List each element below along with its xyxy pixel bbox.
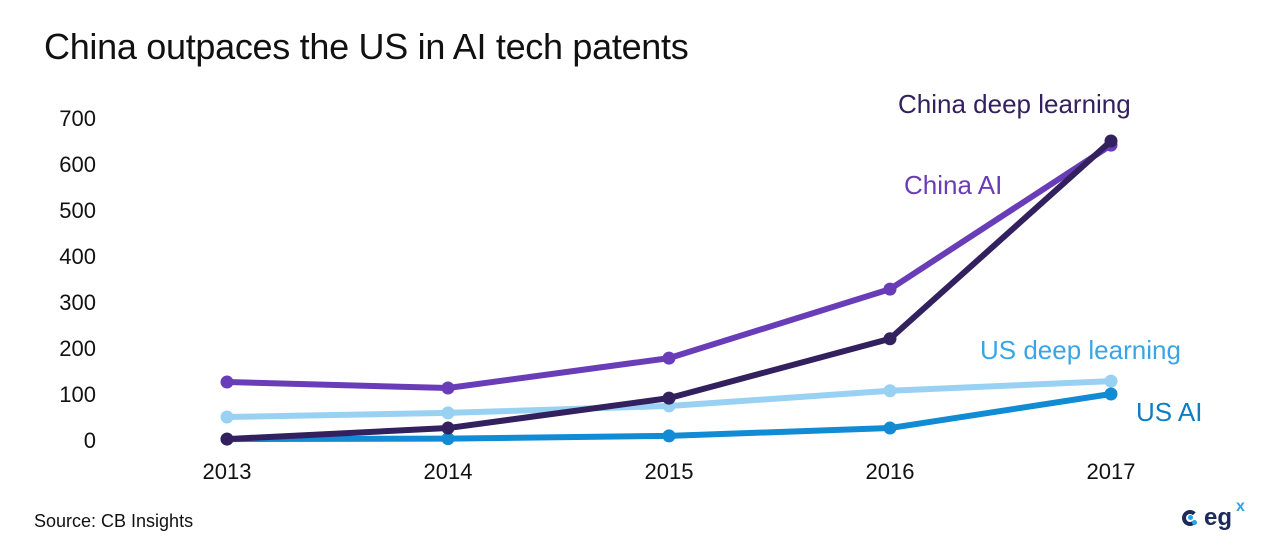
egx-logo-icon [1182, 510, 1198, 526]
logo-text: eg [1204, 504, 1233, 531]
series-group [220, 134, 1118, 446]
logo-dot [1192, 520, 1197, 525]
data-point-us-ai [662, 429, 676, 443]
data-point-us-ai [883, 421, 897, 435]
x-tick-label: 2015 [645, 459, 694, 484]
label-us-ai: US AI [1136, 397, 1202, 427]
x-axis-ticks: 2013 2014 2015 2016 2017 [203, 459, 1136, 484]
data-point-china-ai [883, 282, 897, 296]
source-note: Source: CB Insights [34, 511, 194, 531]
data-point-us-deep-learning [220, 410, 234, 424]
y-tick-label: 400 [59, 244, 96, 269]
data-point-china-deep-learning [662, 391, 676, 405]
series-labels: China deep learning China AI US deep lea… [898, 89, 1202, 427]
data-point-china-ai [220, 375, 234, 389]
x-tick-label: 2017 [1087, 459, 1136, 484]
logo-superscript: x [1236, 498, 1245, 515]
data-point-china-ai [441, 381, 455, 395]
data-point-us-deep-learning [1104, 374, 1118, 388]
data-point-us-ai [1104, 387, 1118, 401]
x-tick-label: 2016 [866, 459, 915, 484]
data-point-china-deep-learning [883, 332, 897, 346]
data-point-us-ai [441, 432, 455, 446]
y-tick-label: 100 [59, 382, 96, 407]
series-china-deep-learning [220, 134, 1118, 446]
y-tick-label: 0 [84, 428, 96, 453]
y-axis-ticks: 0 100 200 300 400 500 600 700 [59, 106, 96, 453]
x-tick-label: 2013 [203, 459, 252, 484]
egx-logo: eg x [1180, 498, 1260, 536]
data-point-china-ai [662, 351, 676, 365]
y-tick-label: 500 [59, 198, 96, 223]
data-point-china-deep-learning [220, 432, 234, 446]
label-china-deep-learning: China deep learning [898, 89, 1131, 119]
y-tick-label: 300 [59, 290, 96, 315]
logo-dot [1188, 515, 1193, 520]
x-tick-label: 2014 [424, 459, 473, 484]
data-point-china-deep-learning [1104, 134, 1118, 148]
y-tick-label: 600 [59, 152, 96, 177]
data-point-us-deep-learning [883, 384, 897, 398]
label-us-deep-learning: US deep learning [980, 335, 1181, 365]
data-point-china-deep-learning [441, 421, 455, 435]
series-us-deep-learning [220, 374, 1118, 424]
y-tick-label: 200 [59, 336, 96, 361]
chart-title: China outpaces the US in AI tech patents [44, 26, 689, 67]
y-tick-label: 700 [59, 106, 96, 131]
data-point-us-deep-learning [441, 406, 455, 420]
label-china-ai: China AI [904, 170, 1002, 200]
